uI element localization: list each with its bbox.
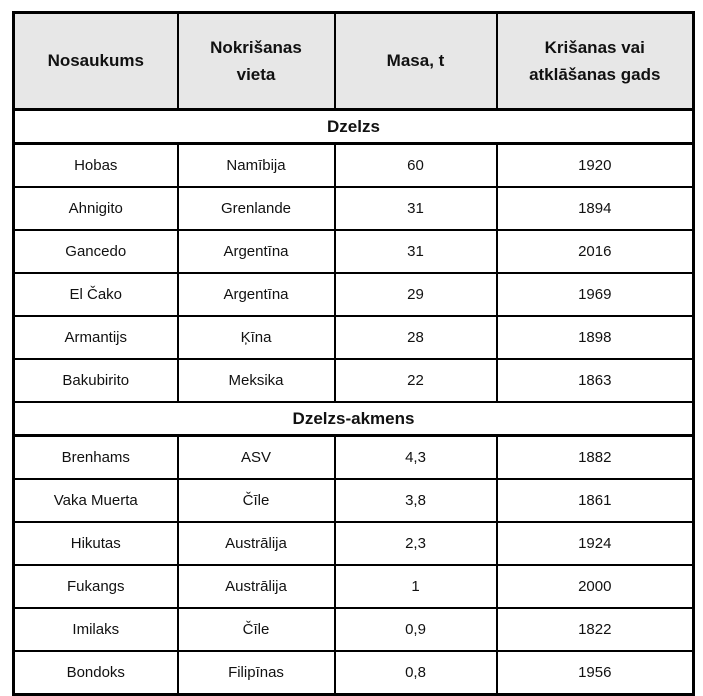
table-row: Armantijs Ķīna 28 1898	[12, 315, 695, 360]
section-row: Dzelzs	[12, 108, 695, 145]
cell-mass: 3,8	[333, 478, 498, 523]
cell-location: Grenlande	[176, 186, 336, 231]
table-header: Nosaukums Nokrišanas vieta Masa, t Krišanas…	[12, 11, 695, 111]
cell-year: 1898	[495, 315, 695, 360]
cell-name: Imilaks	[12, 607, 179, 652]
cell-year: 1894	[495, 186, 695, 231]
table-row: Bakubirito Meksika 22 1863	[12, 358, 695, 403]
cell-year: 1924	[495, 521, 695, 566]
cell-location: Čīle	[176, 478, 336, 523]
cell-name: Bondoks	[12, 650, 179, 696]
cell-name: Fukangs	[12, 564, 179, 609]
table-row: Bondoks Filipīnas 0,8 1956	[12, 650, 695, 696]
table-row: Brenhams ASV 4,3 1882	[12, 434, 695, 480]
cell-mass: 28	[333, 315, 498, 360]
cell-mass: 0,9	[333, 607, 498, 652]
cell-mass: 31	[333, 229, 498, 274]
cell-location: Ķīna	[176, 315, 336, 360]
cell-name: Armantijs	[12, 315, 179, 360]
cell-mass: 31	[333, 186, 498, 231]
meteorite-table: Nosaukums Nokrišanas vieta Masa, t Krišanas…	[12, 11, 695, 696]
cell-location: ASV	[176, 434, 336, 480]
cell-location: Argentīna	[176, 229, 336, 274]
table-row: El Čako Argentīna 29 1969	[12, 272, 695, 317]
cell-name: Ahnigito	[12, 186, 179, 231]
cell-mass: 2,3	[333, 521, 498, 566]
cell-mass: 1	[333, 564, 498, 609]
cell-mass: 29	[333, 272, 498, 317]
table-row: Gancedo Argentīna 31 2016	[12, 229, 695, 274]
cell-name: El Čako	[12, 272, 179, 317]
cell-location: Namībija	[176, 142, 336, 188]
cell-name: Vaka Muerta	[12, 478, 179, 523]
cell-name: Hikutas	[12, 521, 179, 566]
table-row: Imilaks Čīle 0,9 1822	[12, 607, 695, 652]
cell-year: 1822	[495, 607, 695, 652]
cell-name: Gancedo	[12, 229, 179, 274]
header-row: Nosaukums Nokrišanas vieta Masa, t Krišanas…	[12, 11, 695, 111]
cell-location: Argentīna	[176, 272, 336, 317]
cell-location: Filipīnas	[176, 650, 336, 696]
cell-mass: 60	[333, 142, 498, 188]
cell-year: 2016	[495, 229, 695, 274]
section-title: Dzelzs-akmens	[12, 401, 695, 437]
header-cell-3: Krišanas vai atklāšanas gads	[495, 11, 695, 111]
table-row: Ahnigito Grenlande 31 1894	[12, 186, 695, 231]
cell-mass: 4,3	[333, 434, 498, 480]
table-row: Hikutas Austrālija 2,3 1924	[12, 521, 695, 566]
cell-name: Brenhams	[12, 434, 179, 480]
cell-mass: 22	[333, 358, 498, 403]
header-cell-1: Nokrišanas vieta	[176, 11, 336, 111]
cell-location: Čīle	[176, 607, 336, 652]
table-row: Fukangs Austrālija 1 2000	[12, 564, 695, 609]
cell-year: 1920	[495, 142, 695, 188]
table-row: Hobas Namībija 60 1920	[12, 142, 695, 188]
header-cell-2: Masa, t	[333, 11, 498, 111]
section-row: Dzelzs-akmens	[12, 401, 695, 437]
cell-year: 1861	[495, 478, 695, 523]
cell-year: 1863	[495, 358, 695, 403]
cell-year: 1882	[495, 434, 695, 480]
cell-name: Hobas	[12, 142, 179, 188]
cell-location: Austrālija	[176, 521, 336, 566]
cell-location: Meksika	[176, 358, 336, 403]
cell-year: 1969	[495, 272, 695, 317]
cell-year: 2000	[495, 564, 695, 609]
cell-name: Bakubirito	[12, 358, 179, 403]
header-cell-0: Nosaukums	[12, 11, 179, 111]
table-body: Dzelzs Hobas Namībija 60 1920 Ahnigito Grenlan…	[12, 108, 695, 696]
cell-year: 1956	[495, 650, 695, 696]
cell-mass: 0,8	[333, 650, 498, 696]
section-title: Dzelzs	[12, 108, 695, 145]
cell-location: Austrālija	[176, 564, 336, 609]
table-row: Vaka Muerta Čīle 3,8 1861	[12, 478, 695, 523]
